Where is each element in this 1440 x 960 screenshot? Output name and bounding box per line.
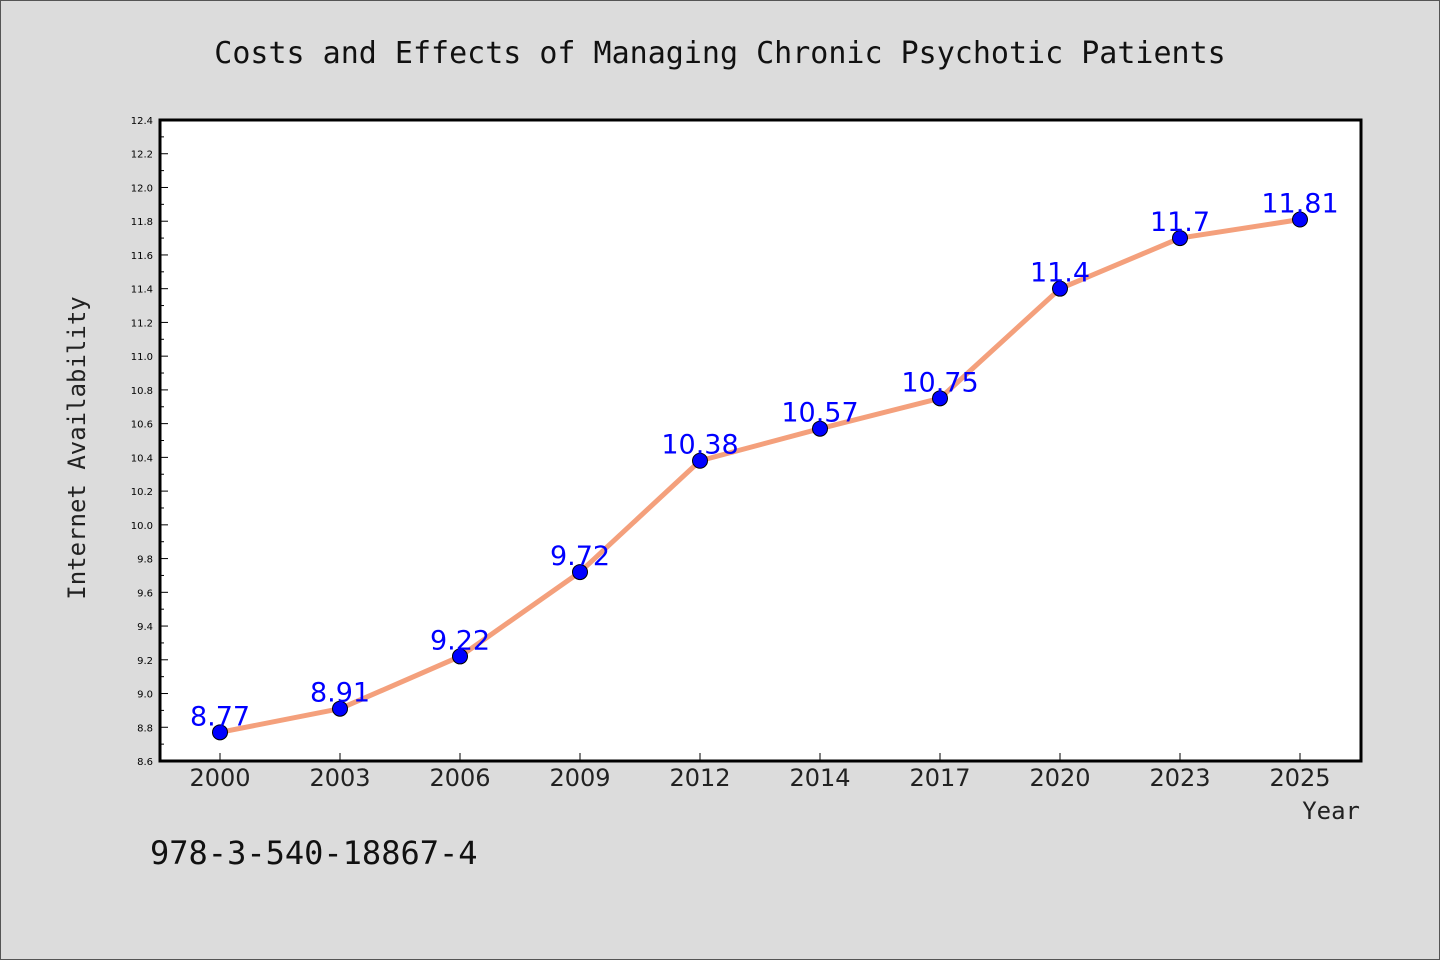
plot-border [158, 118, 1363, 763]
y-tick-label: 11.2 [131, 318, 153, 329]
data-label: 11.4 [1030, 258, 1090, 289]
data-point [1052, 280, 1068, 297]
data-label: 9.22 [430, 625, 490, 656]
data-labels: 8.77 8.91 9.22 9.72 10.38 10.57 10.75 11.4 11.7 1… [190, 189, 1339, 733]
x-tick-label: 2017 [909, 764, 970, 792]
series-line [217, 217, 1303, 735]
x-tick-label: 2012 [669, 764, 730, 792]
x-axis-label: Year [1302, 797, 1360, 825]
data-label: 8.77 [190, 701, 250, 732]
plot-area [160, 120, 1361, 761]
y-tick-label: 8.8 [137, 723, 153, 734]
data-label: 10.38 [661, 430, 738, 461]
data-point [332, 700, 348, 717]
data-label: 9.72 [550, 541, 610, 572]
footnote-text: 978-3-540-18867-4 [150, 834, 478, 872]
x-tick-label: 2000 [189, 764, 250, 792]
y-tick-label: 9.6 [137, 588, 153, 599]
x-axis: 2000 2003 2006 2009 2012 2014 2017 2020 2023 2025 [189, 753, 1331, 792]
x-tick-label: 2014 [789, 764, 850, 792]
x-tick-label: 2009 [549, 764, 610, 792]
data-label: 11.7 [1150, 207, 1210, 238]
y-tick-label: 10.4 [131, 453, 153, 464]
y-tick-label: 10.8 [131, 386, 153, 397]
x-tick-label: 2006 [429, 764, 490, 792]
data-point [572, 564, 588, 581]
data-point [212, 724, 228, 741]
y-tick-label: 11.4 [131, 285, 153, 296]
y-tick-label: 10.6 [131, 420, 153, 431]
y-tick-label: 10.2 [131, 487, 153, 498]
y-tick-label: 11.0 [131, 352, 153, 363]
data-label: 11.81 [1261, 189, 1338, 220]
data-point [692, 452, 708, 469]
x-tick-label: 2023 [1149, 764, 1210, 792]
y-tick-label: 10.0 [131, 521, 153, 532]
y-tick-label: 11.6 [131, 251, 153, 262]
chart-title: Costs and Effects of Managing Chronic Ps… [214, 36, 1225, 71]
x-tick-label: 2020 [1029, 764, 1090, 792]
y-tick-label: 12.4 [131, 116, 153, 127]
data-point [1172, 230, 1188, 247]
data-point [452, 648, 468, 665]
y-tick-label: 9.0 [137, 690, 153, 701]
y-tick-label: 12.2 [131, 150, 153, 161]
data-point [932, 390, 948, 407]
data-label: 8.91 [310, 678, 370, 709]
y-axis-label: Internet Availability [63, 296, 91, 599]
data-label: 10.57 [781, 398, 858, 429]
y-axis: 8.6 8.8 9.0 9.2 9.4 9.6 9.8 10.0 10.2 10.4 10.6 10.… [131, 116, 168, 768]
x-tick-label: 2003 [309, 764, 370, 792]
y-tick-label: 9.2 [137, 656, 153, 667]
y-tick-label: 12.0 [131, 183, 153, 194]
data-point [1292, 211, 1308, 228]
y-tick-label: 8.6 [137, 757, 153, 768]
x-tick-label: 2025 [1269, 764, 1330, 792]
y-tick-label: 9.8 [137, 555, 153, 566]
series-markers [212, 211, 1308, 741]
y-tick-label: 9.4 [137, 622, 153, 633]
data-label: 10.75 [901, 367, 978, 398]
y-tick-label: 11.8 [131, 217, 153, 228]
data-point [812, 420, 828, 437]
